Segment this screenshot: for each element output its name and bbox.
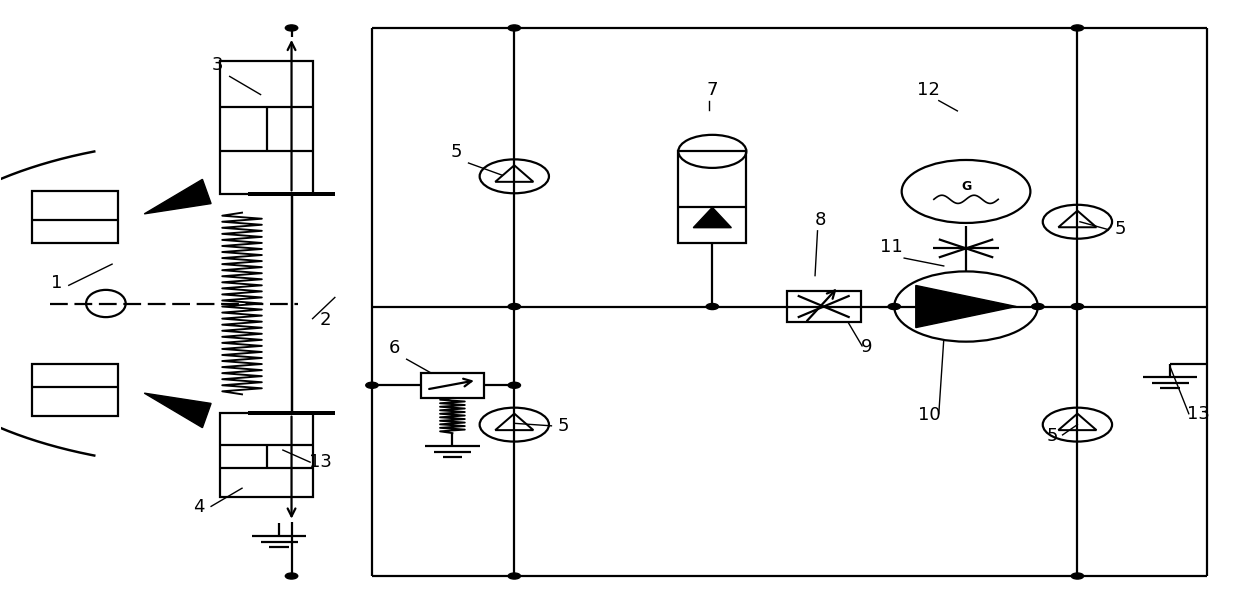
Text: 7: 7 — [706, 81, 719, 98]
Text: 2: 2 — [320, 311, 331, 329]
Text: 5: 5 — [558, 416, 570, 435]
Text: 5: 5 — [1115, 220, 1126, 238]
Circle shape — [1072, 573, 1084, 579]
Text: 13: 13 — [309, 453, 332, 471]
Circle shape — [888, 304, 901, 310]
Text: 3: 3 — [212, 56, 223, 74]
Bar — [221, 61, 313, 194]
Bar — [678, 151, 746, 243]
Polygon shape — [144, 179, 211, 214]
Text: 1: 1 — [51, 274, 62, 293]
Circle shape — [1072, 25, 1084, 31]
Bar — [221, 413, 313, 497]
Circle shape — [706, 304, 719, 310]
Bar — [421, 373, 483, 398]
Text: 12: 12 — [917, 81, 940, 98]
Text: 5: 5 — [451, 143, 462, 161]
Circle shape — [285, 573, 297, 579]
Text: 5: 5 — [1047, 427, 1058, 445]
Text: 10: 10 — [918, 405, 940, 424]
Circle shape — [508, 304, 520, 310]
Bar — [32, 364, 118, 416]
Circle shape — [508, 382, 520, 388]
Circle shape — [1032, 304, 1044, 310]
Circle shape — [1072, 304, 1084, 310]
Circle shape — [366, 382, 378, 388]
Circle shape — [508, 573, 520, 579]
Text: 9: 9 — [861, 338, 872, 356]
Bar — [32, 191, 118, 243]
Text: 11: 11 — [881, 238, 903, 256]
Polygon shape — [694, 208, 731, 228]
Text: G: G — [961, 180, 971, 193]
Text: 8: 8 — [814, 211, 825, 229]
Polygon shape — [144, 393, 211, 428]
Circle shape — [508, 25, 520, 31]
Polygon shape — [916, 285, 1016, 328]
Bar — [787, 291, 861, 322]
Text: 4: 4 — [193, 498, 204, 517]
Circle shape — [285, 25, 297, 31]
Text: 6: 6 — [389, 339, 400, 357]
Text: 13: 13 — [1187, 405, 1211, 422]
